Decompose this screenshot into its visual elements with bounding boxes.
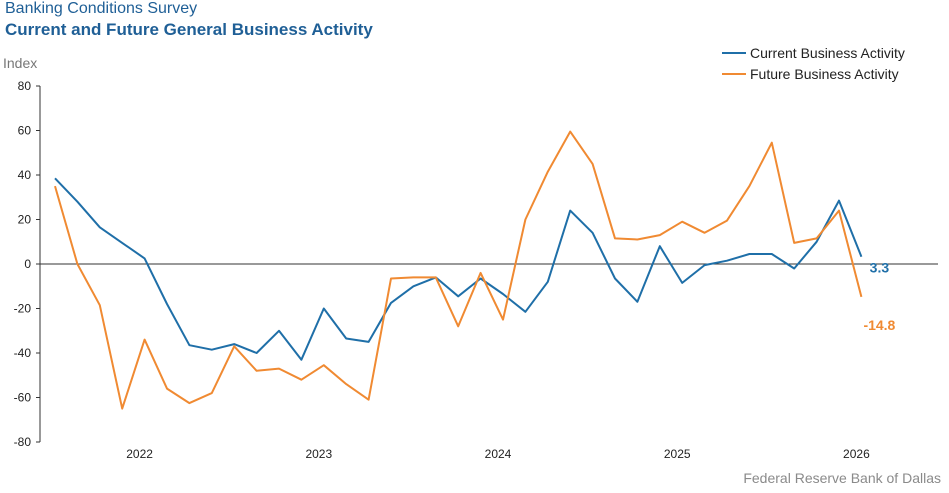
legend-label-future: Future Business Activity	[750, 65, 899, 82]
y-tick-label: -40	[14, 346, 32, 360]
current-activity-line	[54, 177, 863, 361]
y-tick-label: -60	[14, 391, 32, 405]
y-tick-label: -20	[14, 302, 32, 316]
current-end-label: 3.3	[870, 260, 890, 276]
x-tick-label: 2024	[485, 447, 512, 461]
y-tick-label: 80	[18, 79, 32, 93]
legend-item-current: Current Business Activity	[722, 42, 905, 63]
y-tick-label: -80	[14, 435, 32, 449]
future-activity-line	[54, 130, 863, 410]
x-tick-label: 2026	[843, 447, 870, 461]
chart-title: Current and Future General Business Acti…	[5, 20, 373, 39]
y-tick-label: 20	[18, 213, 32, 227]
y-tick-label: 40	[18, 168, 32, 182]
future-end-label: -14.8	[863, 317, 895, 333]
x-tick-label: 2025	[664, 447, 691, 461]
source-note: Federal Reserve Bank of Dallas	[743, 470, 941, 486]
legend: Current Business Activity Future Busines…	[722, 42, 905, 84]
legend-swatch-current	[722, 51, 746, 54]
survey-title: Banking Conditions Survey	[5, 0, 198, 17]
y-tick-label: 60	[18, 124, 32, 138]
x-tick-label: 2022	[126, 447, 153, 461]
legend-label-current: Current Business Activity	[750, 44, 905, 61]
y-axis-label: Index	[3, 55, 38, 71]
y-tick-label: 0	[24, 257, 31, 271]
x-tick-label: 2023	[305, 447, 332, 461]
legend-swatch-future	[722, 72, 746, 75]
legend-item-future: Future Business Activity	[722, 63, 905, 84]
